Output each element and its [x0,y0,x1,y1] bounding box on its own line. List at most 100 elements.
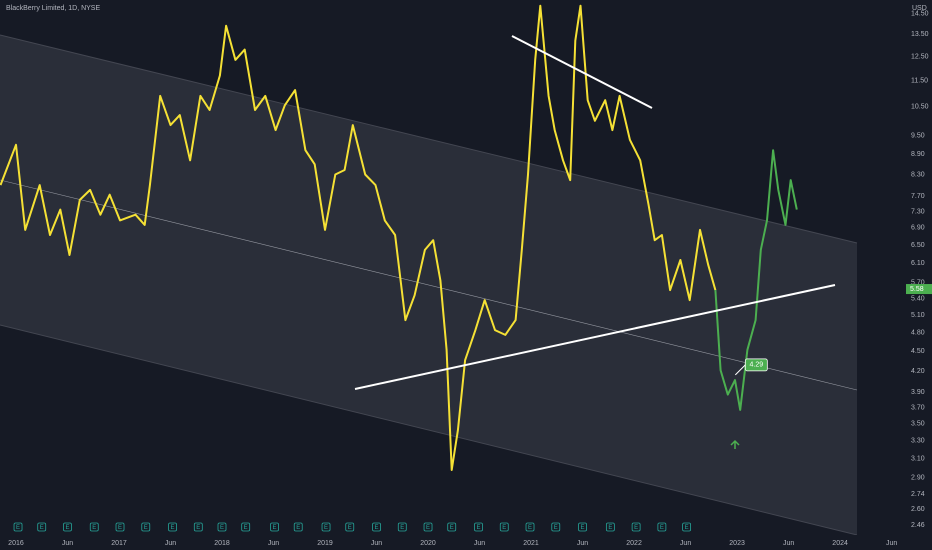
channel-median [0,179,858,391]
y-tick-label: 3.30 [911,437,925,444]
y-tick-label: 2.90 [911,475,925,482]
event-marker [423,522,433,532]
y-tick-label: 11.50 [911,77,928,84]
y-tick-label: 4.80 [911,329,925,336]
x-tick-label: Jun [62,540,73,547]
y-tick-label: 2.46 [911,522,925,529]
y-tick-label: 14.50 [911,10,929,17]
event-label: E [554,525,558,531]
channel-lower [0,324,858,535]
event-label: E [660,525,664,531]
event-label: E [477,525,481,531]
event-label: E [16,525,20,531]
x-tick-label: Jun [783,540,794,547]
x-tick-label: 2023 [729,540,745,547]
chart-title: BlackBerry Limited, 1D, NYSE [6,5,100,12]
event-marker [270,522,279,532]
y-tick-label: 3.90 [911,389,925,396]
y-tick-label: 7.30 [911,208,925,215]
event-marker [447,522,457,532]
event-label: E [400,525,404,531]
event-marker [345,522,355,532]
y-tick-label: 7.70 [911,193,925,200]
y-tick-label: 6.90 [911,225,925,232]
event-marker [293,522,303,532]
y-tick-label: 5.10 [911,312,925,319]
event-marker [141,522,151,532]
event-marker [115,522,125,532]
event-label: E [118,525,122,531]
y-tick-label: 3.70 [911,404,925,411]
annotation-box [744,358,768,372]
event-label: E [528,525,532,531]
currency-label: USD [912,5,927,12]
channel-upper [0,34,858,244]
annotation-pointer [734,364,746,376]
event-label: E [196,525,200,531]
drawings [0,34,858,535]
x-tick-label: Jun [268,540,279,547]
y-tick-label: 10.50 [911,104,929,111]
y-tick-label: 6.10 [911,260,925,267]
x-tick-label: 2021 [523,540,539,547]
event-label: E [220,525,224,531]
event-marker [13,522,23,532]
event-marker [657,522,667,532]
event-label: E [685,525,689,531]
up-arrow [730,439,740,449]
x-tick-label: 2024 [832,540,848,547]
event-label: E [426,525,430,531]
annotation-label: 4.29 [750,362,764,369]
event-label: E [324,525,328,531]
series-layer [0,4,798,471]
event-marker [578,522,587,532]
event-marker [217,522,227,532]
y-tick-label: 9.50 [911,132,925,139]
event-label: E [608,525,612,531]
y-tick-label: 6.50 [911,242,925,249]
event-label: E [65,525,69,531]
x-tick-label: 2017 [111,540,127,547]
event-marker [551,522,561,532]
x-tick-label: Jun [371,540,382,547]
event-label: E [581,525,585,531]
event-label: E [92,525,96,531]
event-marker [321,522,331,532]
price-axis [905,0,932,535]
y-tick-label: 13.50 [911,31,929,38]
x-tick-label: 2022 [626,540,642,547]
x-tick-label: 2016 [8,540,24,547]
event-marker [168,522,177,532]
event-marker [605,522,615,532]
y-tick-label: 8.90 [911,151,925,158]
event-label: E [144,525,148,531]
y-tick-label: 3.50 [911,420,925,427]
y-tick-label: 4.20 [911,368,925,375]
y-tick-label: 2.74 [911,491,925,498]
event-label: E [273,525,277,531]
event-label: E [244,525,248,531]
trend-lines [354,35,836,449]
x-tick-label: 2020 [420,540,436,547]
x-tick-label: Jun [680,540,691,547]
price-line [714,149,798,411]
event-label: E [348,525,352,531]
y-tick-label: 2.60 [911,506,925,513]
event-label: E [40,525,44,531]
y-tick-label: 5.40 [911,295,925,302]
event-marker [63,522,72,532]
event-label: E [296,525,300,531]
y-tick-label: 12.50 [911,53,929,60]
event-marker [397,522,407,532]
x-tick-label: Jun [165,540,176,547]
x-tick-label: Jun [474,540,485,547]
event-label: E [375,525,379,531]
x-tick-label: 2019 [317,540,333,547]
event-marker [631,522,641,532]
event-marker [193,522,203,532]
x-tick-label: 2018 [214,540,230,547]
price-line [0,4,717,471]
x-tick-label: Jun [886,540,897,547]
x-tick-label: Jun [577,540,588,547]
event-label: E [634,525,638,531]
